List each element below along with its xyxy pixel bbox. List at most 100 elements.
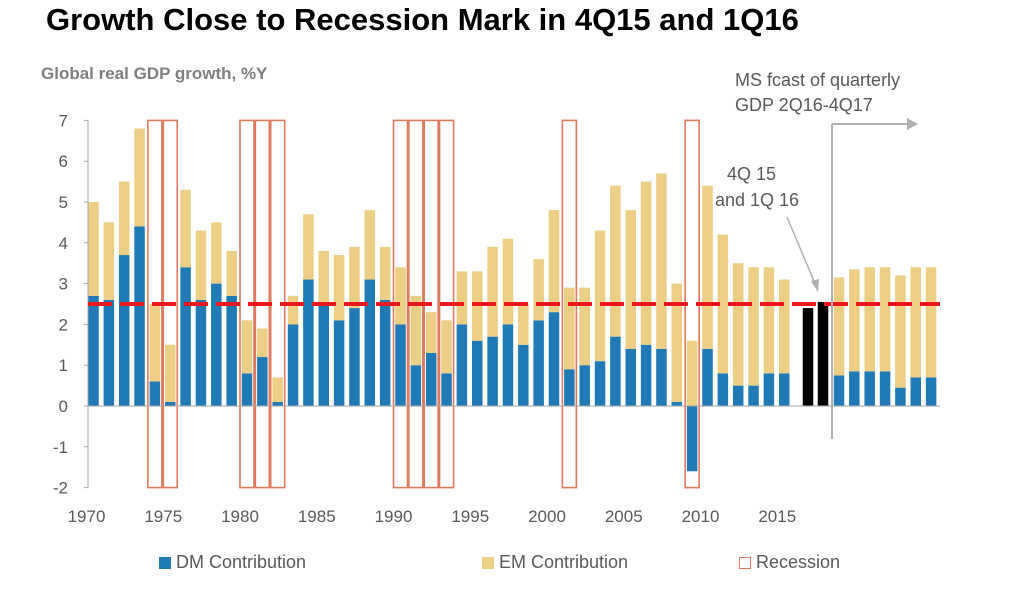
bar-em-1971 bbox=[103, 222, 115, 300]
bar-fc-em-2Q16 bbox=[833, 277, 845, 376]
bar-em-2007 bbox=[656, 173, 667, 349]
x-tick-label: 2015 bbox=[758, 507, 796, 526]
bar-dm-2011 bbox=[717, 373, 729, 406]
bar-dm-2005 bbox=[625, 348, 636, 406]
bar-em-2004 bbox=[610, 185, 621, 337]
bar-dm-1991 bbox=[410, 365, 422, 406]
bar-series bbox=[88, 128, 937, 472]
bar-dm-1993 bbox=[441, 373, 452, 406]
bar-em-1999 bbox=[533, 259, 544, 321]
legend-item-recession: Recession bbox=[739, 552, 840, 573]
bar-dm-1983 bbox=[287, 324, 299, 406]
bar-dm-2002 bbox=[579, 365, 590, 406]
bar-dm-1980 bbox=[241, 373, 253, 406]
bar-em-1983 bbox=[287, 295, 299, 325]
bar-fc-em-4Q16 bbox=[864, 267, 875, 372]
chart-title: Growth Close to Recession Mark in 4Q15 a… bbox=[46, 2, 799, 37]
bar-dm-1997 bbox=[502, 324, 514, 406]
bar-dm-1970 bbox=[88, 295, 99, 406]
y-tick-label: -1 bbox=[53, 438, 68, 457]
bar-dm-1973 bbox=[134, 226, 145, 406]
bar-em-1981 bbox=[257, 328, 268, 358]
bar-em-2008 bbox=[671, 283, 683, 402]
bar-em-2003 bbox=[594, 230, 606, 362]
bar-fc-dm-3Q17 bbox=[910, 377, 921, 406]
bar-dm-1971 bbox=[103, 299, 115, 406]
y-tick-label: 2 bbox=[59, 315, 68, 334]
bar-dm-1982 bbox=[272, 401, 283, 406]
bar-em-1980 bbox=[241, 320, 253, 374]
y-tick-label: 6 bbox=[59, 152, 68, 171]
legend-label-dm: DM Contribution bbox=[176, 552, 307, 572]
bar-em-2015 bbox=[779, 279, 790, 374]
bar-highlight-1 bbox=[802, 308, 814, 406]
bar-dm-2010 bbox=[702, 348, 713, 406]
y-axis-title: Global real GDP growth, %Y bbox=[41, 64, 268, 83]
y-tick-label: 0 bbox=[59, 397, 68, 416]
bar-dm-1995 bbox=[472, 340, 483, 406]
bar-em-1996 bbox=[487, 246, 498, 337]
bar-dm-1998 bbox=[518, 344, 529, 406]
annotations: MS fcast of quarterly GDP 2Q16-4Q17 4Q 1… bbox=[715, 70, 918, 439]
bar-em-2010 bbox=[702, 185, 713, 349]
bar-em-1987 bbox=[349, 246, 360, 309]
bar-fc-dm-2Q16 bbox=[833, 375, 845, 406]
y-tick-label: 5 bbox=[59, 193, 68, 212]
bar-dm-1976 bbox=[180, 267, 191, 406]
bar-em-1978 bbox=[211, 222, 222, 284]
bar-dm-2000 bbox=[548, 312, 560, 406]
y-tick-label: -2 bbox=[53, 479, 68, 498]
bar-fc-em-3Q16 bbox=[849, 269, 860, 372]
bar-dm-2003 bbox=[594, 361, 606, 406]
bar-em-1975 bbox=[165, 344, 176, 402]
bar-em-1982 bbox=[272, 377, 283, 402]
bar-em-1976 bbox=[180, 189, 191, 268]
bar-em-1992 bbox=[425, 312, 437, 353]
bar-fc-em-1Q17 bbox=[879, 267, 891, 372]
bar-em-2002 bbox=[579, 287, 590, 366]
y-tick-label: 7 bbox=[59, 111, 68, 130]
bar-em-1991 bbox=[410, 295, 422, 366]
bar-dm-1984 bbox=[303, 279, 314, 406]
bar-dm-2013 bbox=[748, 385, 759, 406]
bar-dm-2004 bbox=[610, 336, 621, 406]
bar-em-1990 bbox=[395, 267, 406, 325]
bar-dm-1978 bbox=[211, 283, 222, 406]
bar-em-1979 bbox=[226, 250, 237, 296]
bar-em-1972 bbox=[118, 181, 130, 256]
x-tick-label: 1985 bbox=[298, 507, 336, 526]
bar-dm-2007 bbox=[656, 348, 667, 406]
bar-highlight-2 bbox=[817, 301, 829, 406]
bar-em-1973 bbox=[134, 128, 145, 227]
bar-dm-1990 bbox=[395, 324, 406, 406]
bar-em-2006 bbox=[640, 181, 652, 345]
highlight-note-line2: and 1Q 16 bbox=[715, 190, 799, 210]
bar-em-1995 bbox=[472, 271, 483, 341]
bar-em-1998 bbox=[518, 304, 529, 345]
bar-em-1970 bbox=[88, 202, 99, 296]
bar-em-2009 bbox=[686, 340, 698, 406]
bar-em-1989 bbox=[379, 246, 391, 300]
bar-fc-em-4Q17 bbox=[925, 267, 937, 378]
bar-fc-dm-4Q17 bbox=[925, 377, 937, 406]
bar-fc-dm-1Q17 bbox=[879, 371, 891, 406]
bar-em-1994 bbox=[456, 271, 468, 325]
bar-dm-2009 bbox=[686, 406, 698, 472]
bar-em-2014 bbox=[763, 267, 775, 374]
bar-dm-1988 bbox=[364, 279, 376, 406]
bar-dm-2014 bbox=[763, 373, 775, 406]
bar-dm-1972 bbox=[118, 255, 130, 406]
highlight-pointer-line bbox=[786, 216, 817, 287]
legend-label-recession: Recession bbox=[756, 552, 841, 572]
legend-label-em: EM Contribution bbox=[499, 552, 629, 572]
bar-em-1986 bbox=[333, 255, 345, 321]
legend-swatch-em bbox=[482, 556, 494, 569]
bar-em-1988 bbox=[364, 210, 376, 280]
bar-em-2000 bbox=[548, 210, 560, 313]
forecast-note-line1: MS fcast of quarterly bbox=[735, 70, 900, 90]
highlight-pointer-arrowhead bbox=[811, 279, 819, 292]
x-tick-label: 1995 bbox=[451, 507, 489, 526]
legend-swatch-dm bbox=[159, 556, 171, 569]
bar-dm-1992 bbox=[425, 352, 437, 406]
